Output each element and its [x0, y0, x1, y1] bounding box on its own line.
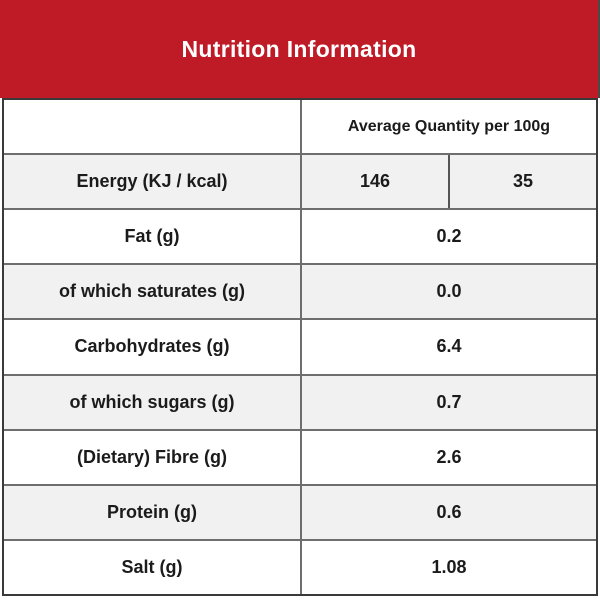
row-label: (Dietary) Fibre (g): [4, 430, 302, 484]
row-value-kcal: 35: [512, 171, 534, 192]
row-value-kj: 146: [302, 155, 450, 209]
table-row-protein: Protein (g) 0.6: [4, 483, 596, 539]
row-label: Carbohydrates (g): [4, 320, 302, 374]
row-value: 6.4: [436, 336, 462, 357]
row-label: of which saturates (g): [4, 265, 302, 319]
table-row-fat: Fat (g) 0.2: [4, 208, 596, 264]
title-banner: Nutrition Information: [0, 0, 600, 98]
row-value: 1.08: [431, 556, 467, 577]
row-label: Protein (g): [4, 485, 302, 539]
row-value: 0.0: [436, 281, 462, 302]
table-row-sugars: of which sugars (g) 0.7: [4, 373, 596, 429]
table-row-fibre: (Dietary) Fibre (g) 2.6: [4, 428, 596, 484]
table-row-saturates: of which saturates (g) 0.0: [4, 263, 596, 319]
row-value: 0.2: [436, 226, 462, 247]
table-row-energy: Energy (KJ / kcal) 146 35: [4, 153, 596, 209]
header-empty-cell: [4, 100, 302, 154]
table-header-row: Average Quantity per 100g: [4, 100, 596, 154]
row-value: 2.6: [436, 446, 462, 467]
table-row-carbohydrates: Carbohydrates (g) 6.4: [4, 318, 596, 374]
nutrition-table: Average Quantity per 100g Energy (KJ / k…: [2, 98, 598, 596]
row-label: of which sugars (g): [4, 375, 302, 429]
table-row-salt: Salt (g) 1.08: [4, 538, 596, 594]
row-label: Energy (KJ / kcal): [4, 155, 302, 209]
row-value: 0.6: [436, 501, 462, 522]
row-label: Salt (g): [4, 540, 302, 594]
page-title: Nutrition Information: [181, 35, 417, 62]
column-header: Average Quantity per 100g: [347, 117, 551, 135]
row-label: Fat (g): [4, 210, 302, 264]
row-value: 0.7: [436, 391, 462, 412]
